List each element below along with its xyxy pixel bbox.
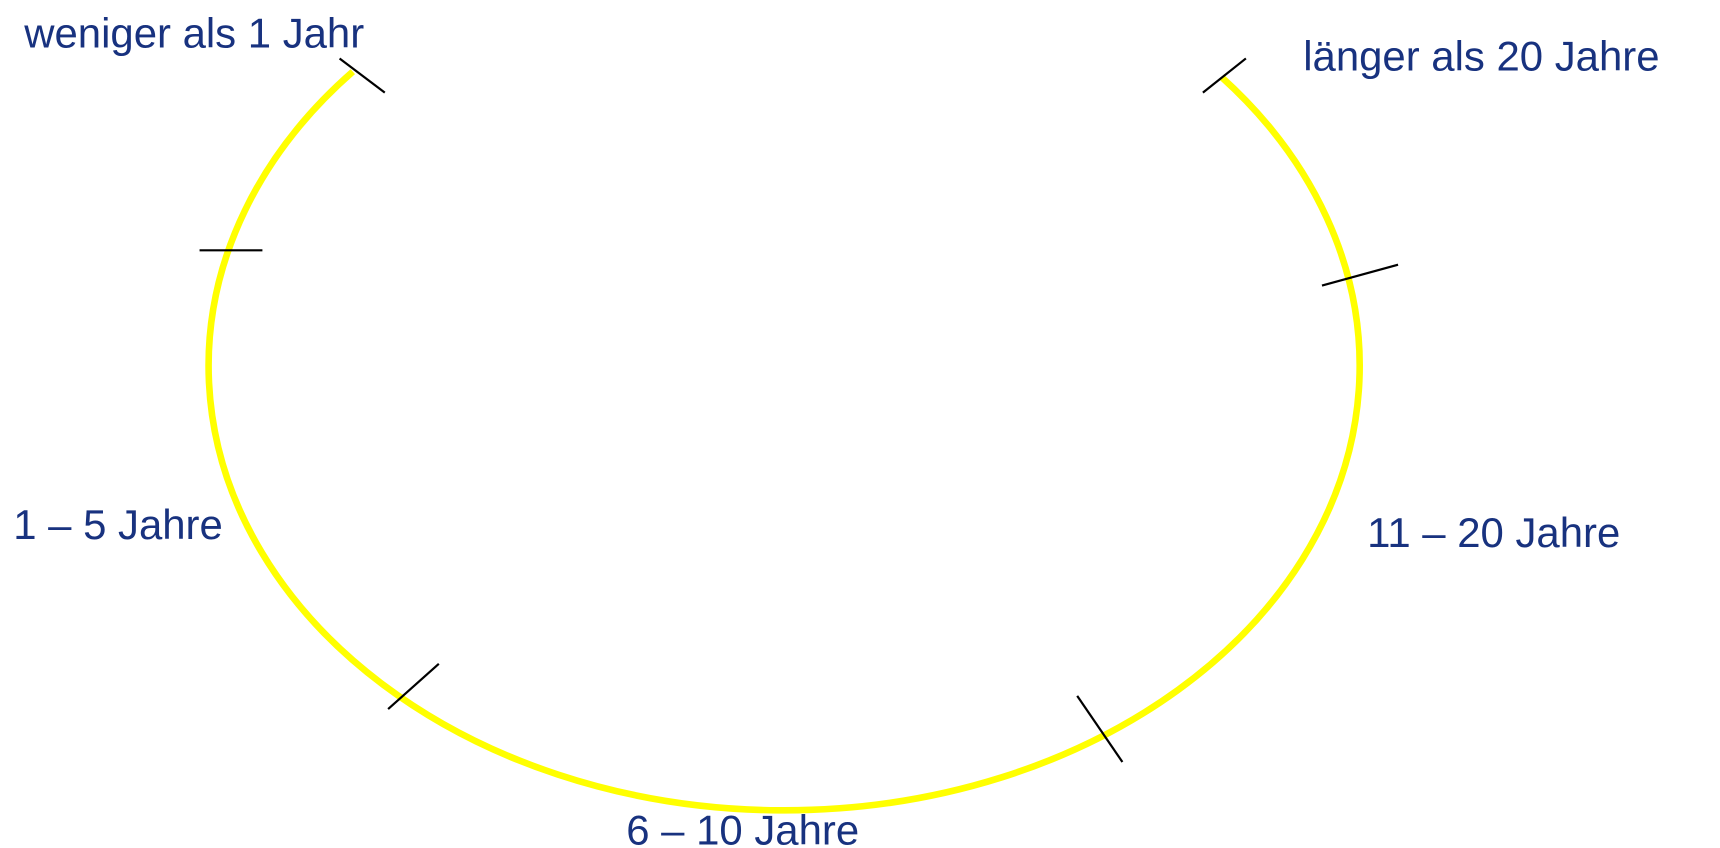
tick bbox=[338, 57, 386, 94]
tick bbox=[1202, 57, 1247, 94]
label: weniger als 1 Jahr bbox=[23, 9, 364, 56]
tick bbox=[387, 663, 440, 710]
label: 1 – 5 Jahre bbox=[13, 501, 223, 548]
arc bbox=[205, 69, 1363, 814]
label: länger als 20 Jahre bbox=[1303, 33, 1659, 80]
label: 6 – 10 Jahre bbox=[626, 807, 859, 848]
ticks bbox=[199, 57, 1399, 763]
label: 11 – 20 Jahre bbox=[1367, 509, 1620, 556]
tick bbox=[1321, 263, 1399, 287]
tick bbox=[1076, 695, 1124, 763]
